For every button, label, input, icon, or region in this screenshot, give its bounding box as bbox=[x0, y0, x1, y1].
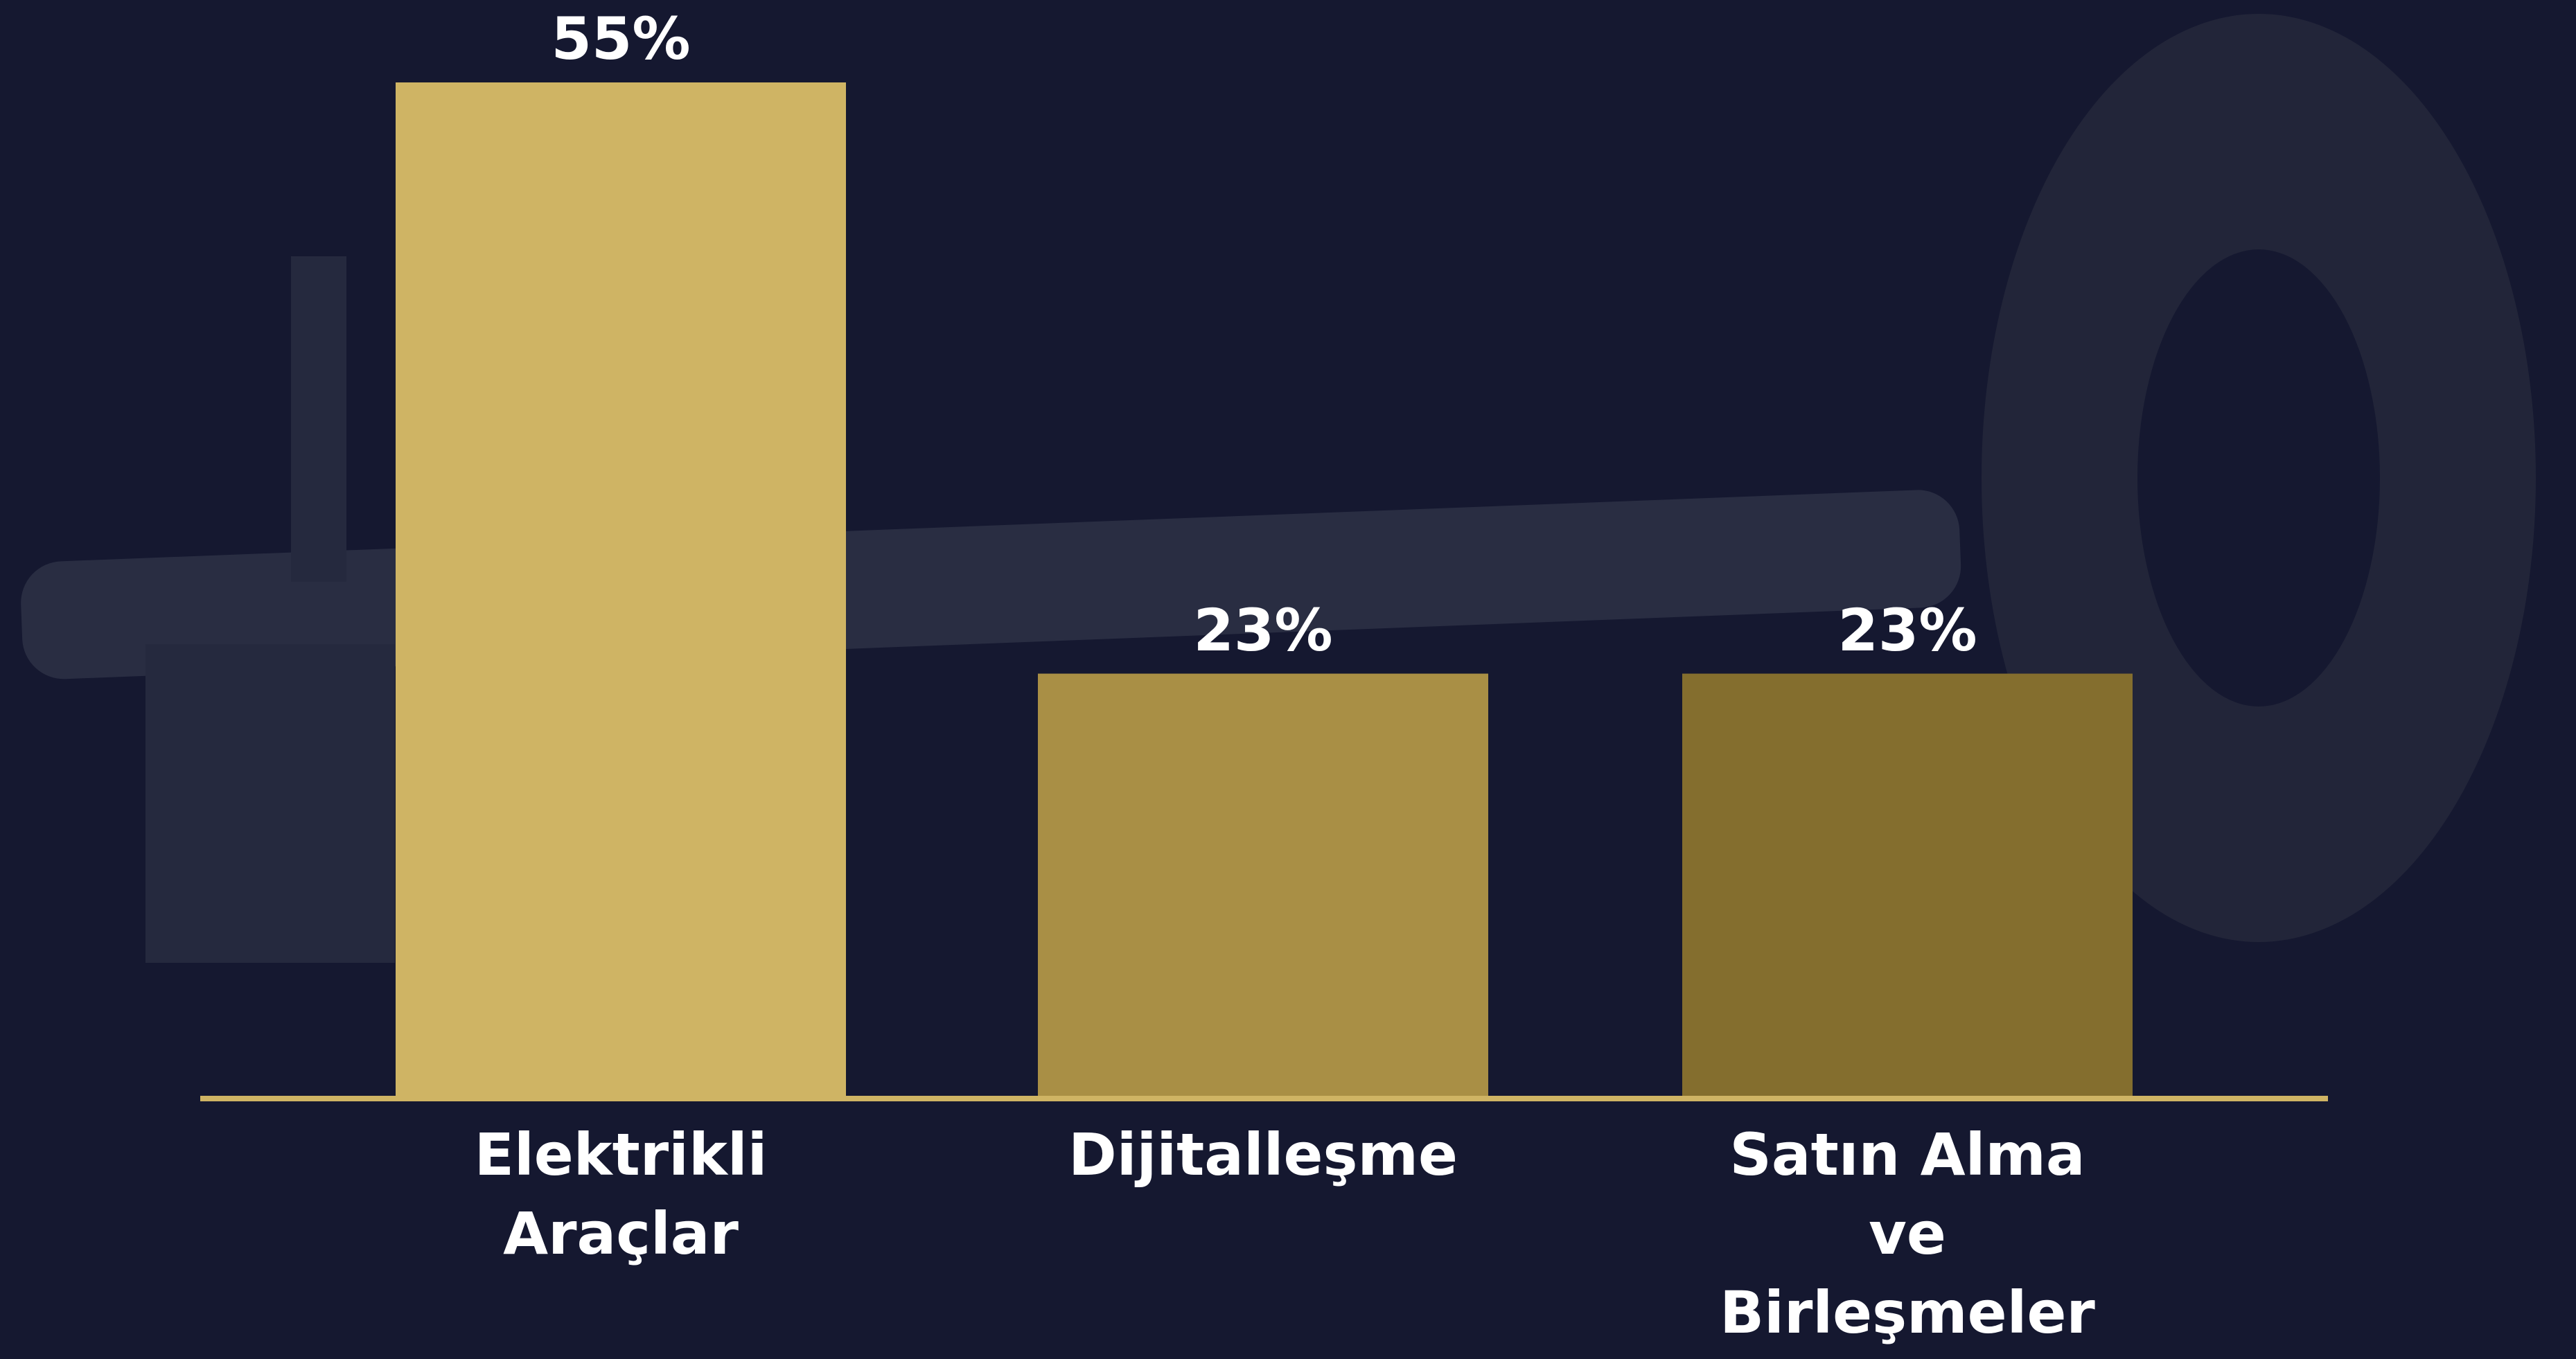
value-label: 23% bbox=[1055, 591, 1471, 670]
bar bbox=[1038, 674, 1488, 1099]
key-hole bbox=[2137, 249, 2380, 707]
x-tick-label: Dijitalleşme bbox=[1055, 1115, 1471, 1194]
bar bbox=[1682, 674, 2133, 1099]
key-bit bbox=[145, 644, 395, 963]
value-label: 23% bbox=[1700, 591, 2115, 670]
x-tick-label: Satın Alma ve Birleşmeler bbox=[1700, 1115, 2115, 1352]
value-label: 55% bbox=[413, 0, 829, 78]
page: (() => { const data = JSON.parse(documen… bbox=[0, 0, 2576, 1359]
bar bbox=[396, 82, 846, 1099]
x-tick-label: Elektrikli Araçlar bbox=[413, 1115, 829, 1273]
key-bit bbox=[291, 256, 346, 582]
